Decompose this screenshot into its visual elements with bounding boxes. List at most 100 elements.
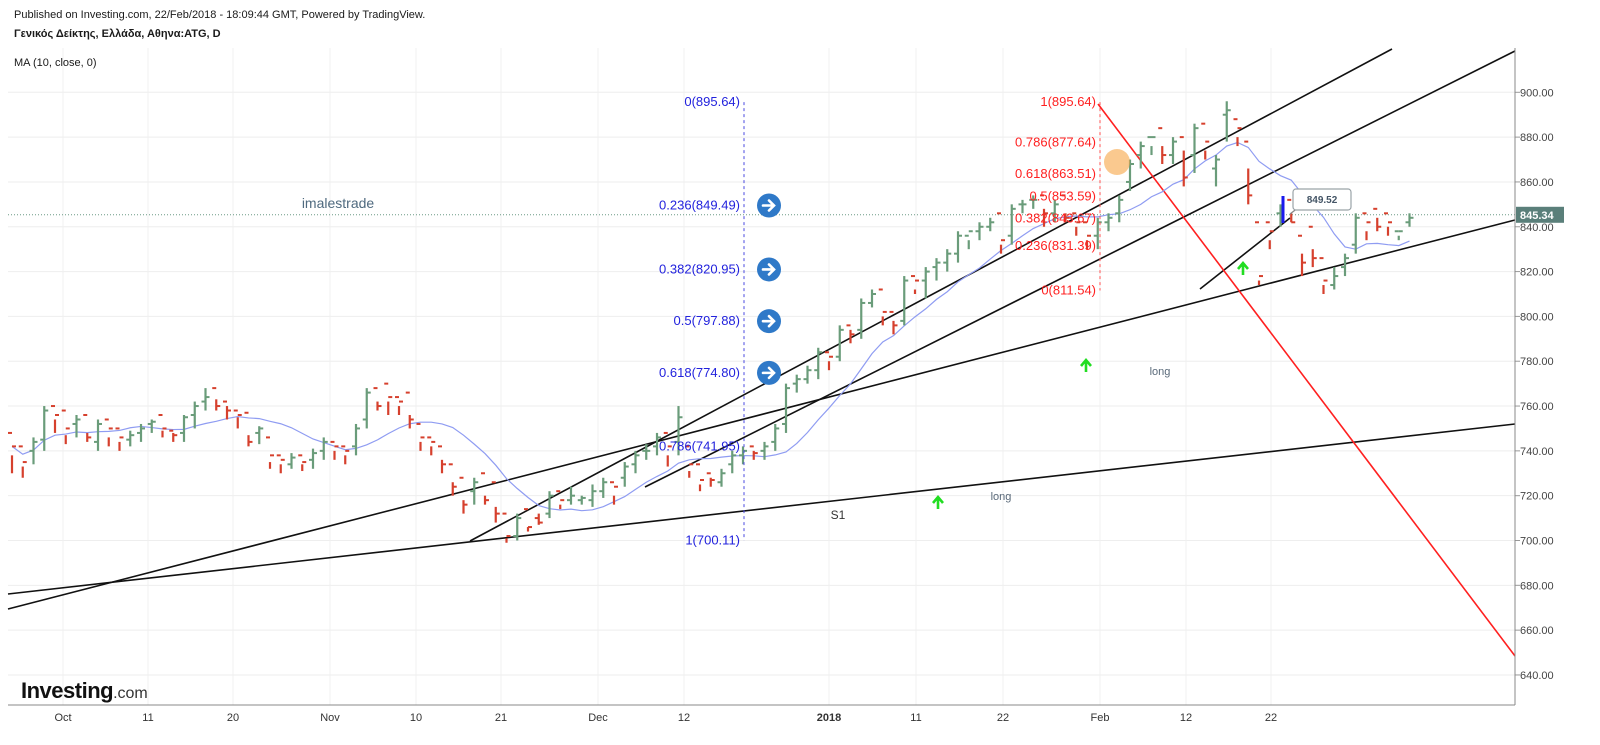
ohlc-bar — [201, 388, 210, 411]
ohlc-bar — [782, 383, 790, 433]
price-callout-label: 849.52 — [1307, 195, 1338, 206]
x-tick-label: 11 — [142, 712, 153, 724]
x-tick-label: 22 — [1265, 712, 1277, 724]
ohlc-bar — [190, 401, 199, 429]
published-note: Published on Investing.com, 22/Feb/2018 … — [14, 9, 426, 21]
ohlc-bar — [1007, 204, 1016, 245]
logo-suffix: .com — [113, 685, 148, 702]
ohlc-bar — [169, 429, 178, 442]
x-tick-label: Dec — [588, 712, 608, 724]
arrow-circle-icon — [757, 360, 781, 385]
ohlc-bar — [29, 437, 38, 465]
x-tick-label: Feb — [1091, 712, 1110, 724]
moving-average — [11, 141, 1410, 512]
ohlc-bar — [545, 491, 554, 519]
ohlc-bar — [244, 411, 253, 447]
ohlc-bar — [1298, 234, 1306, 277]
x-tick-label: Oct — [54, 712, 71, 724]
ohlc-bar — [577, 495, 586, 505]
ohlc-bar — [1255, 221, 1263, 286]
ohlc-bar — [1201, 122, 1210, 160]
ohlc-bar — [427, 436, 436, 456]
trend-line — [1097, 103, 1516, 657]
ohlc-bar — [405, 391, 414, 429]
y-tick-label: 840.00 — [1520, 222, 1554, 234]
ohlc-bar — [1179, 136, 1188, 187]
ohlc-bar — [588, 484, 597, 507]
arrow-glyph — [761, 263, 776, 276]
ohlc-bar — [137, 423, 145, 442]
ohlc-bar — [459, 476, 468, 514]
ohlc-bar — [878, 288, 887, 326]
ohlc-bar — [384, 382, 393, 416]
ohlc-bar — [158, 414, 167, 438]
ma-line — [11, 141, 1410, 512]
ohlc-bar — [51, 405, 59, 433]
ohlc-bar — [685, 445, 694, 478]
ohlc-bar — [115, 427, 124, 451]
ohlc-bar — [986, 217, 995, 232]
indicator-label: MA (10, close, 0) — [14, 57, 97, 69]
fib-left-label: 0.786(741.95) — [659, 438, 740, 453]
fib-right-label: 1(895.64) — [1040, 94, 1096, 109]
axes: 640.00 660.00 680.00 700.00 720.00 740.00 760.… — [8, 48, 1564, 724]
ohlc-bar — [491, 481, 500, 523]
fib-left-label: 1(700.11) — [685, 532, 740, 547]
last-price-box — [1516, 206, 1564, 223]
arrow-glyph — [761, 366, 776, 380]
fib-right-label: 0.236(831.39) — [1015, 238, 1096, 253]
ohlc-bar — [72, 415, 81, 438]
highlight-circle — [1104, 149, 1130, 175]
ohlc-bar — [792, 374, 801, 393]
fibonacci-levels: 0(895.64) 0.236(849.49) 0.382(820.95) 0.5(7… — [659, 94, 1101, 547]
ohlc-bar — [706, 472, 715, 487]
up-arrow-icon — [1080, 357, 1092, 372]
x-tick-label: Nov — [320, 712, 340, 724]
ohlc-bar — [1190, 123, 1199, 173]
ohlc-bar — [1018, 199, 1027, 214]
ohlc-bar — [846, 324, 855, 344]
ohlc-bar — [502, 512, 511, 543]
ohlc-bar — [513, 513, 522, 541]
ohlc-bar — [1050, 199, 1059, 223]
ohlc-bar — [1394, 230, 1403, 241]
ohlc-bar — [631, 450, 640, 474]
ohlc-bar — [835, 325, 844, 362]
ohlc-bar — [1040, 194, 1048, 227]
x-tick-label: 2018 — [817, 712, 841, 724]
trend-lines — [7, 48, 1516, 657]
y-tick-label: 720.00 — [1520, 491, 1554, 503]
ohlc-bar — [599, 477, 608, 498]
ohlc-bar — [1351, 213, 1360, 254]
trend-line — [7, 423, 1516, 595]
ohlc-bar — [395, 396, 403, 416]
ohlc-bar — [771, 423, 780, 451]
arrow-glyph — [761, 199, 776, 212]
ohlc-bar — [373, 387, 382, 411]
ohlc-bar — [814, 347, 823, 380]
arrow-circle-icon — [757, 309, 781, 334]
ohlc-bar — [1287, 198, 1296, 224]
ohlc-bar — [825, 351, 833, 371]
ohlc-bar — [8, 431, 16, 474]
ohlc-bar — [911, 275, 919, 294]
ohlc-bar — [61, 409, 70, 445]
y-tick-label: 780.00 — [1520, 356, 1554, 368]
ohlc-bar — [674, 406, 683, 456]
ohlc-bar — [728, 450, 737, 474]
ohlc-bar — [889, 310, 898, 335]
x-tick-label: 12 — [678, 712, 690, 724]
ohlc-bar — [319, 437, 328, 460]
ohlc-bar — [620, 462, 629, 487]
ohlc-bar — [1330, 267, 1339, 290]
ohlc-bar — [1212, 155, 1220, 187]
ohlc-bar — [1083, 221, 1091, 250]
ohlc-bar — [524, 508, 532, 532]
ohlc-bar — [1244, 140, 1253, 205]
y-tick-label: 680.00 — [1520, 580, 1554, 592]
arrow-circle-icon — [757, 257, 781, 282]
ohlc-bar — [1104, 213, 1113, 232]
ohlc-bar — [803, 365, 812, 384]
last-price-label: 845.34 — [1520, 210, 1555, 222]
